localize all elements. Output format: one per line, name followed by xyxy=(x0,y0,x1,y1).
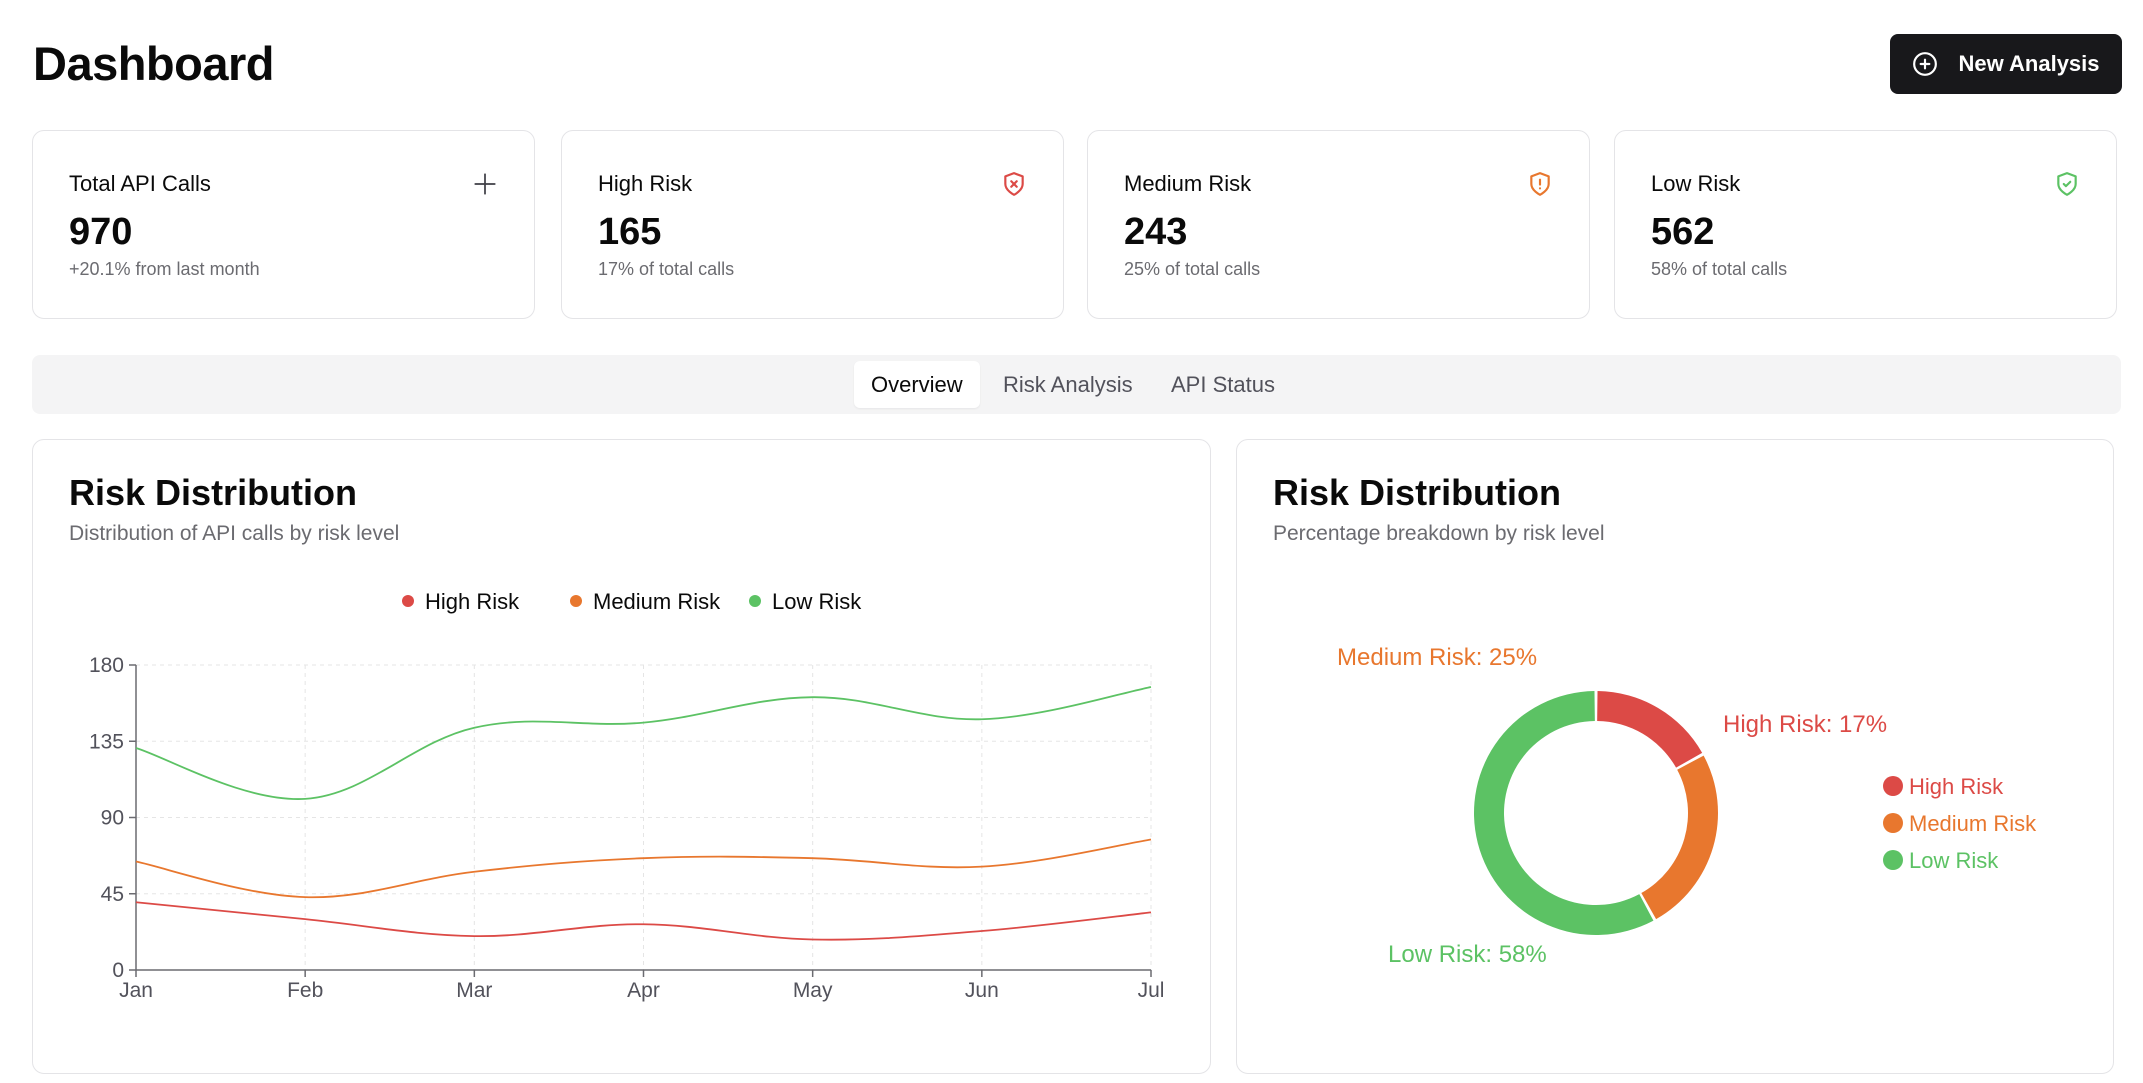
legend-marker-medium-risk xyxy=(1883,813,1903,833)
stat-card-low-risk: Low Risk 562 58% of total calls xyxy=(1614,130,2117,319)
legend-marker-medium-risk xyxy=(570,595,582,607)
stat-label: Low Risk xyxy=(1651,171,1741,196)
stat-card-high-risk: High Risk 165 17% of total calls xyxy=(561,130,1064,319)
stat-value: 562 xyxy=(1651,211,1715,253)
plus-icon xyxy=(474,173,496,195)
slice-label-high-risk: High Risk: 17% xyxy=(1723,711,1887,738)
slice-label-low-risk: Low Risk: 58% xyxy=(1388,941,1547,968)
stat-label: High Risk xyxy=(598,171,693,196)
series-line-medium-risk xyxy=(135,838,1152,899)
x-tick-label: Feb xyxy=(287,979,323,1002)
legend-label-high-risk: High Risk xyxy=(1909,774,2004,799)
y-tick-label: 180 xyxy=(89,654,124,677)
x-tick-label: Jan xyxy=(119,979,153,1002)
plus-circle-icon xyxy=(1913,52,1938,76)
donut-slice-low-risk xyxy=(1474,691,1654,935)
pie-chart-card: Risk Distribution Percentage breakdown b… xyxy=(1236,439,2114,1074)
donut-slice-high-risk xyxy=(1597,691,1703,768)
tab-bar: Overview Risk Analysis API Status xyxy=(32,355,2121,414)
pie-chart-title: Risk Distribution xyxy=(1273,472,1562,513)
pie-chart-subtitle: Percentage breakdown by risk level xyxy=(1273,522,1605,545)
donut-slice-medium-risk xyxy=(1641,755,1718,920)
y-tick-label: 135 xyxy=(89,730,124,753)
stat-value: 970 xyxy=(69,211,133,253)
legend-marker-high-risk xyxy=(402,595,414,607)
stat-subtext: 17% of total calls xyxy=(598,259,735,279)
tab-overview[interactable]: Overview xyxy=(854,361,980,408)
y-tick-label: 0 xyxy=(112,959,124,982)
donut-chart: High Risk: 17% Medium Risk: 25% Low Risk: … xyxy=(1337,644,2037,968)
stat-card-total: Total API Calls 970 +20.1% from last mon… xyxy=(32,130,535,319)
series-line-low-risk xyxy=(135,686,1152,800)
stat-subtext: 25% of total calls xyxy=(1124,259,1261,279)
new-analysis-label: New Analysis xyxy=(1958,51,2100,76)
x-tick-label: Mar xyxy=(456,979,492,1002)
new-analysis-button[interactable]: New Analysis xyxy=(1890,34,2122,94)
shield-x-icon xyxy=(1004,172,1024,196)
line-chart-card: Risk Distribution Distribution of API ca… xyxy=(32,439,1211,1074)
shield-alert-icon xyxy=(1530,172,1550,196)
tab-api-status[interactable]: API Status xyxy=(1171,372,1275,397)
shield-check-icon xyxy=(2057,172,2077,196)
legend-label-medium-risk: Medium Risk xyxy=(1909,811,2037,836)
stat-label: Total API Calls xyxy=(69,171,211,196)
stat-card-medium-risk: Medium Risk 243 25% of total calls xyxy=(1087,130,1590,319)
y-tick-label: 45 xyxy=(101,883,124,906)
legend-label-low-risk: Low Risk xyxy=(1909,848,1999,873)
line-chart-title: Risk Distribution xyxy=(69,472,358,513)
x-tick-label: May xyxy=(793,979,833,1002)
line-chart-subtitle: Distribution of API calls by risk level xyxy=(69,522,400,545)
line-chart: 0 45 90 135 180 Jan Feb Mar Apr May Jun Jul High Ris… xyxy=(89,589,1165,1002)
slice-label-medium-risk: Medium Risk: 25% xyxy=(1337,644,1537,671)
stat-value: 165 xyxy=(598,211,662,253)
x-tick-label: Apr xyxy=(627,979,660,1002)
series-line-high-risk xyxy=(135,901,1152,941)
y-tick-label: 90 xyxy=(101,807,124,830)
legend-label-high-risk: High Risk xyxy=(425,589,520,614)
stat-subtext: 58% of total calls xyxy=(1651,259,1788,279)
legend-marker-low-risk xyxy=(1883,850,1903,870)
legend-label-medium-risk: Medium Risk xyxy=(593,589,721,614)
page-title: Dashboard xyxy=(33,37,275,90)
legend-marker-low-risk xyxy=(749,595,761,607)
legend-marker-high-risk xyxy=(1883,776,1903,796)
stat-subtext: +20.1% from last month xyxy=(69,259,260,279)
x-tick-label: Jun xyxy=(965,979,999,1002)
stat-value: 243 xyxy=(1124,211,1188,253)
tab-risk-analysis[interactable]: Risk Analysis xyxy=(1003,372,1133,397)
stat-label: Medium Risk xyxy=(1124,171,1252,196)
legend-label-low-risk: Low Risk xyxy=(772,589,862,614)
x-tick-label: Jul xyxy=(1138,979,1165,1002)
